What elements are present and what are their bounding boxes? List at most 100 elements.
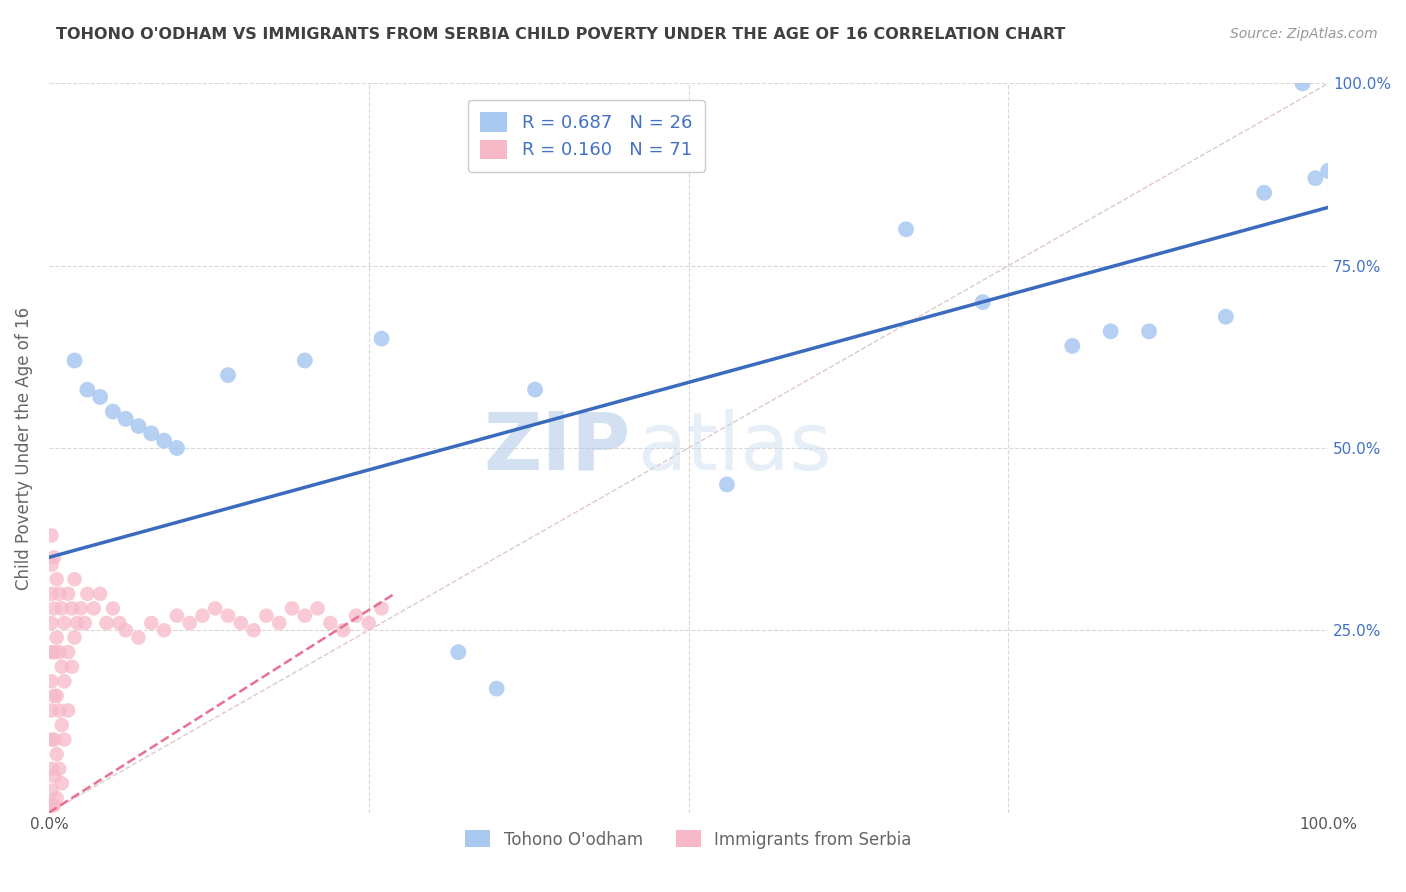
Point xyxy=(41,703,63,717)
Point xyxy=(153,434,176,448)
Point xyxy=(370,601,392,615)
Point xyxy=(41,762,63,776)
Point xyxy=(89,390,111,404)
Point xyxy=(128,419,150,434)
Point xyxy=(83,601,105,615)
Point xyxy=(73,615,96,630)
Point xyxy=(41,528,63,542)
Point xyxy=(1291,77,1313,91)
Point xyxy=(56,645,79,659)
Point xyxy=(166,608,188,623)
Point xyxy=(76,383,98,397)
Point xyxy=(53,732,76,747)
Point xyxy=(45,747,67,762)
Point xyxy=(41,674,63,689)
Point xyxy=(1215,310,1237,324)
Point xyxy=(41,732,63,747)
Point xyxy=(41,558,63,572)
Point xyxy=(191,608,214,623)
Point xyxy=(63,572,86,586)
Point xyxy=(41,587,63,601)
Legend: R = 0.687   N = 26, R = 0.160   N = 71: R = 0.687 N = 26, R = 0.160 N = 71 xyxy=(468,100,704,172)
Point xyxy=(42,550,65,565)
Point xyxy=(447,645,470,659)
Point xyxy=(166,441,188,455)
Point xyxy=(51,776,73,790)
Point xyxy=(45,689,67,703)
Point xyxy=(41,783,63,797)
Point xyxy=(307,601,329,615)
Point xyxy=(48,762,70,776)
Point xyxy=(42,645,65,659)
Point xyxy=(1062,339,1084,353)
Point xyxy=(42,689,65,703)
Point xyxy=(41,645,63,659)
Point xyxy=(485,681,508,696)
Point xyxy=(269,615,291,630)
Text: ZIP: ZIP xyxy=(484,409,631,487)
Point xyxy=(1317,164,1340,178)
Point xyxy=(716,477,738,491)
Point xyxy=(114,624,136,638)
Point xyxy=(281,601,304,615)
Point xyxy=(66,615,89,630)
Point xyxy=(53,674,76,689)
Point xyxy=(294,608,316,623)
Point xyxy=(894,222,917,236)
Point xyxy=(217,368,239,382)
Point xyxy=(344,608,367,623)
Point xyxy=(51,601,73,615)
Point xyxy=(1137,324,1160,338)
Point xyxy=(70,601,93,615)
Point xyxy=(294,353,316,368)
Point xyxy=(153,624,176,638)
Point xyxy=(108,615,131,630)
Point xyxy=(524,383,547,397)
Point xyxy=(60,659,83,673)
Point xyxy=(41,615,63,630)
Point xyxy=(42,732,65,747)
Point xyxy=(42,769,65,783)
Point xyxy=(89,587,111,601)
Point xyxy=(229,615,252,630)
Point xyxy=(357,615,380,630)
Point xyxy=(48,587,70,601)
Point xyxy=(101,404,124,418)
Point xyxy=(332,624,354,638)
Point xyxy=(128,631,150,645)
Point xyxy=(101,601,124,615)
Point xyxy=(53,615,76,630)
Point xyxy=(217,608,239,623)
Point xyxy=(51,659,73,673)
Point xyxy=(1253,186,1275,200)
Point xyxy=(41,798,63,813)
Point xyxy=(204,601,226,615)
Point xyxy=(972,295,994,310)
Point xyxy=(1099,324,1122,338)
Point xyxy=(56,703,79,717)
Text: TOHONO O'ODHAM VS IMMIGRANTS FROM SERBIA CHILD POVERTY UNDER THE AGE OF 16 CORRE: TOHONO O'ODHAM VS IMMIGRANTS FROM SERBIA… xyxy=(56,27,1066,42)
Point xyxy=(96,615,118,630)
Point xyxy=(42,798,65,813)
Point xyxy=(51,718,73,732)
Point xyxy=(141,426,163,441)
Point xyxy=(242,624,264,638)
Point xyxy=(56,587,79,601)
Point xyxy=(45,572,67,586)
Y-axis label: Child Poverty Under the Age of 16: Child Poverty Under the Age of 16 xyxy=(15,307,32,590)
Point xyxy=(141,615,163,630)
Point xyxy=(319,615,342,630)
Point xyxy=(45,631,67,645)
Point xyxy=(63,631,86,645)
Text: Source: ZipAtlas.com: Source: ZipAtlas.com xyxy=(1230,27,1378,41)
Point xyxy=(370,332,392,346)
Point xyxy=(48,645,70,659)
Text: atlas: atlas xyxy=(637,409,832,487)
Point xyxy=(45,791,67,805)
Point xyxy=(48,703,70,717)
Point xyxy=(179,615,201,630)
Point xyxy=(63,353,86,368)
Point xyxy=(254,608,277,623)
Point xyxy=(60,601,83,615)
Point xyxy=(42,601,65,615)
